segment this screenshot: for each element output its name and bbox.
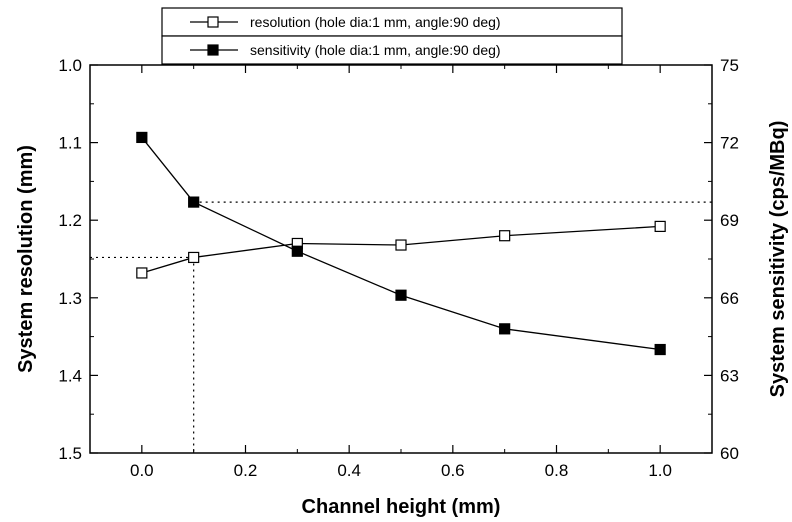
y-right-axis-title: System sensitivity (cps/MBq) <box>767 121 789 398</box>
resolution-point <box>499 230 511 242</box>
series-markers <box>136 131 666 356</box>
axis-ticks <box>89 64 713 454</box>
x-tick-label: 0.2 <box>234 461 258 480</box>
y-left-tick-label: 1.3 <box>58 289 82 308</box>
sensitivity-point <box>188 196 200 208</box>
resolution-point <box>395 239 407 251</box>
y-right-tick-label: 63 <box>720 366 739 385</box>
x-tick-label: 0.8 <box>545 461 569 480</box>
x-tick-label: 0.6 <box>441 461 465 480</box>
x-axis-title: Channel height (mm) <box>302 496 501 518</box>
sensitivity-point <box>136 131 148 144</box>
y-right-tick-label: 66 <box>720 289 739 308</box>
x-tick-label: 1.0 <box>648 461 672 480</box>
x-tick-label: 0.0 <box>130 461 154 480</box>
x-tick-label: 0.4 <box>337 461 361 480</box>
series-lines <box>141 137 661 351</box>
reference-lines <box>90 201 712 453</box>
y-left-tick-label: 1.1 <box>58 134 82 153</box>
resolution-point <box>188 251 200 264</box>
legend-label-sensitivity: sensitivity (hole dia:1 mm, angle:90 deg… <box>250 42 501 58</box>
legend-box-resolution <box>161 7 623 37</box>
sensitivity-point <box>395 289 407 301</box>
y-right-tick-label: 60 <box>720 444 739 463</box>
resolution-line <box>141 225 661 274</box>
y-left-tick-label: 1.5 <box>58 444 82 463</box>
legend-box-sensitivity <box>161 35 623 65</box>
sensitivity-point <box>654 343 666 356</box>
y-right-tick-label: 75 <box>720 56 739 75</box>
tick-labels: 0.0 0.2 0.4 0.6 0.8 1.0 1.0 1.1 1.2 1.3 1.4 1.5 60 63… <box>58 56 739 480</box>
plot-frame <box>89 64 713 454</box>
resolution-point <box>136 267 148 279</box>
resolution-point <box>654 220 666 233</box>
sensitivity-point <box>499 323 511 335</box>
legend-marker-sensitivity <box>207 44 219 56</box>
sensitivity-point <box>291 245 303 257</box>
y-left-tick-label: 1.2 <box>58 211 82 230</box>
sensitivity-line <box>141 137 661 351</box>
legend-label-resolution: resolution (hole dia:1 mm, angle:90 deg) <box>250 14 501 30</box>
y-left-tick-label: 1.4 <box>58 366 82 385</box>
y-right-tick-label: 69 <box>720 211 739 230</box>
y-right-tick-label: 72 <box>720 134 739 153</box>
y-left-tick-label: 1.0 <box>58 56 82 75</box>
legend: resolution (hole dia:1 mm, angle:90 deg)… <box>161 7 623 65</box>
y-left-axis-title: System resolution (mm) <box>15 145 37 373</box>
legend-marker-resolution <box>207 16 219 28</box>
